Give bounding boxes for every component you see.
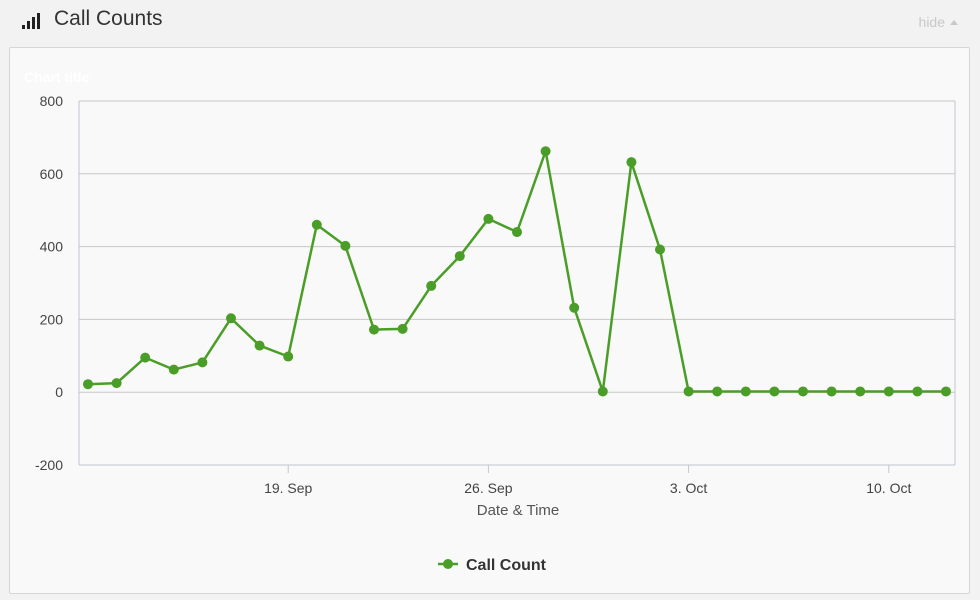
data-point xyxy=(197,357,208,368)
data-point xyxy=(454,251,465,262)
data-point xyxy=(226,313,236,324)
data-point xyxy=(397,323,408,334)
data-point xyxy=(912,386,923,397)
y-axis: -200 0 200 400 600 800 xyxy=(35,93,63,473)
chart-panel: Chart title -200 0 200 400 600 800 19. Sep 26.… xyxy=(9,47,970,594)
data-point xyxy=(540,146,551,157)
widget-header: Call Counts hide xyxy=(0,0,980,44)
y-tick-label: -200 xyxy=(35,457,63,473)
data-point xyxy=(111,378,122,389)
caret-up-icon xyxy=(950,20,958,25)
signal-bars-icon xyxy=(22,11,44,29)
x-tick-label: 19. Sep xyxy=(264,480,312,496)
hide-label: hide xyxy=(918,14,945,30)
data-point xyxy=(369,324,379,335)
x-axis-title: Date & Time xyxy=(477,502,560,519)
data-point xyxy=(769,386,780,397)
y-tick-label: 600 xyxy=(40,166,64,182)
x-tick-label: 3. Oct xyxy=(670,480,707,496)
data-point xyxy=(83,379,93,390)
grid xyxy=(78,100,956,466)
data-point xyxy=(855,386,866,397)
data-point xyxy=(168,364,179,375)
data-point xyxy=(569,302,580,313)
data-point xyxy=(254,340,265,351)
data-point xyxy=(655,244,665,255)
y-tick-label: 0 xyxy=(55,384,63,400)
y-tick-label: 400 xyxy=(40,239,64,255)
data-point xyxy=(283,351,294,362)
y-tick-label: 800 xyxy=(40,93,64,109)
x-tick-label: 10. Oct xyxy=(866,480,911,496)
data-point xyxy=(311,219,322,230)
legend[interactable]: Call Count xyxy=(438,557,547,574)
data-point xyxy=(683,386,694,397)
data-point xyxy=(597,386,608,397)
line-chart: Chart title -200 0 200 400 600 800 19. Sep 26.… xyxy=(24,69,956,574)
hide-toggle[interactable]: hide xyxy=(919,14,958,30)
series-line xyxy=(87,149,946,393)
data-point xyxy=(883,386,894,397)
data-point xyxy=(941,386,951,397)
data-point xyxy=(740,386,751,397)
data-point xyxy=(626,157,637,168)
chart-title: Chart title xyxy=(24,69,90,85)
data-point xyxy=(483,213,494,224)
series-call-count xyxy=(83,146,951,397)
data-point xyxy=(512,227,522,238)
data-point xyxy=(826,386,837,397)
data-point xyxy=(798,386,808,397)
y-tick-label: 200 xyxy=(40,311,64,327)
x-axis: 19. Sep 26. Sep 3. Oct 10. Oct xyxy=(264,465,911,496)
data-point xyxy=(426,280,437,291)
data-point xyxy=(340,240,351,251)
legend-label: Call Count xyxy=(466,557,547,574)
widget-title: Call Counts xyxy=(54,7,163,30)
x-tick-label: 26. Sep xyxy=(464,480,512,496)
data-point xyxy=(140,352,151,363)
data-point xyxy=(712,386,723,397)
legend-marker xyxy=(443,559,453,569)
